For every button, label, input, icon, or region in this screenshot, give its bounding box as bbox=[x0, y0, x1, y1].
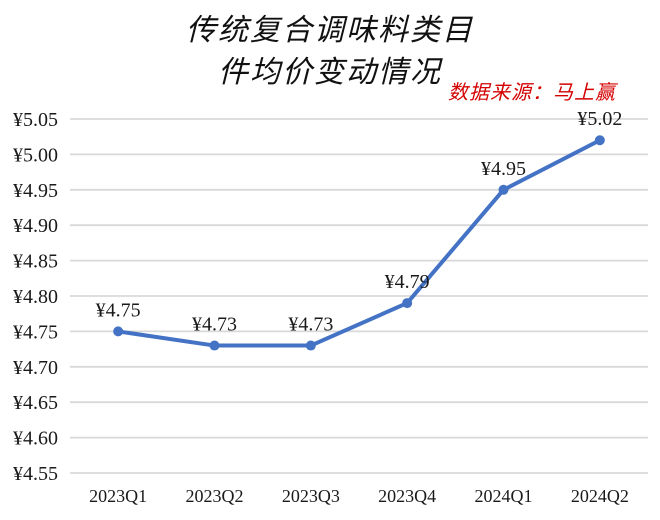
y-axis-tick-label: ¥4.70 bbox=[13, 357, 58, 379]
x-axis-category-label: 2023Q1 bbox=[89, 486, 147, 506]
data-point-label: ¥4.73 bbox=[192, 314, 237, 336]
y-axis-tick-label: ¥5.00 bbox=[13, 144, 58, 166]
data-point-marker bbox=[498, 184, 509, 195]
data-point-label: ¥4.95 bbox=[481, 158, 526, 180]
data-source-note: 数据来源：马上赢 bbox=[448, 80, 616, 104]
data-point-marker bbox=[305, 340, 316, 351]
x-axis-category-label: 2023Q4 bbox=[378, 486, 436, 506]
y-axis-tick-label: ¥4.75 bbox=[13, 321, 58, 343]
data-point-marker bbox=[594, 135, 605, 146]
data-point-label: ¥4.73 bbox=[288, 314, 333, 336]
price-line bbox=[116, 138, 602, 348]
x-axis-category-label: 2024Q2 bbox=[571, 486, 629, 506]
y-axis-tick-label: ¥5.05 bbox=[13, 109, 58, 131]
y-axis-tick-label: ¥4.80 bbox=[13, 286, 58, 308]
y-axis-tick-label: ¥4.55 bbox=[13, 463, 58, 485]
chart-title-line1: 传统复合调味料类目 bbox=[186, 13, 474, 48]
y-axis-tick-label: ¥4.90 bbox=[13, 215, 58, 237]
data-point-label: ¥4.75 bbox=[96, 299, 141, 321]
chart-title: 传统复合调味料类目 件均价变动情况 bbox=[0, 10, 660, 94]
x-axis-category-label: 2023Q2 bbox=[186, 486, 244, 506]
y-axis-tick-label: ¥4.60 bbox=[13, 428, 58, 450]
data-point-marker bbox=[113, 326, 124, 337]
data-point-label: ¥4.79 bbox=[385, 271, 430, 293]
data-markers bbox=[113, 135, 605, 351]
x-axis-category-label: 2024Q1 bbox=[475, 486, 533, 506]
data-point-marker bbox=[209, 340, 220, 351]
data-point-marker bbox=[402, 298, 413, 309]
x-axis-category-label: 2023Q3 bbox=[282, 486, 340, 506]
data-labels: ¥4.75 ¥4.73 ¥4.73 ¥4.79 ¥4.95 ¥5.02 bbox=[96, 108, 623, 335]
y-axis-tick-label: ¥4.65 bbox=[13, 392, 58, 414]
data-point-label: ¥5.02 bbox=[577, 108, 622, 130]
x-axis-labels: 2023Q1 2023Q2 2023Q3 2023Q4 2024Q1 2024Q2 bbox=[89, 486, 629, 506]
gridlines bbox=[70, 118, 648, 474]
chart-title-line2: 件均价变动情况 bbox=[218, 55, 442, 90]
y-axis-labels: ¥4.55 ¥4.60 ¥4.65 ¥4.70 ¥4.75 ¥4.80 ¥4.85 ¥4.90… bbox=[13, 109, 58, 485]
y-axis-tick-label: ¥4.85 bbox=[13, 251, 58, 273]
y-axis-tick-label: ¥4.95 bbox=[13, 180, 58, 202]
